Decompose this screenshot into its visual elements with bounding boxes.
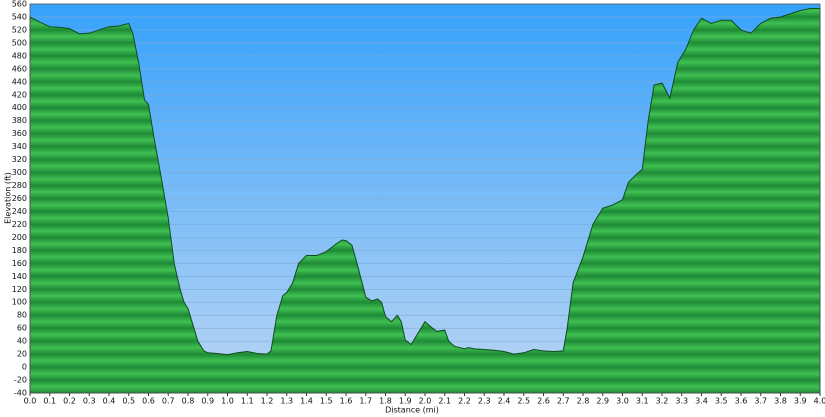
x-tick-label: 3.4 <box>695 397 708 406</box>
x-tick-label: 3.5 <box>715 397 728 406</box>
x-tick-label: 1.2 <box>261 397 274 406</box>
x-tick-label: 2.0 <box>419 397 432 406</box>
y-tick-label: 140 <box>12 272 27 281</box>
x-tick-label: 3.1 <box>636 397 649 406</box>
x-tick-label: 0.0 <box>24 397 37 406</box>
y-tick-label: 240 <box>12 207 27 216</box>
x-tick-label: 2.9 <box>596 397 609 406</box>
x-tick-label: 2.2 <box>458 397 471 406</box>
plot-frame <box>29 3 821 394</box>
x-tick-label: 2.1 <box>438 397 451 406</box>
x-tick-label: 0.2 <box>63 397 76 406</box>
y-tick-label: 360 <box>12 129 27 138</box>
x-tick-label: 0.1 <box>43 397 56 406</box>
x-tick-label: 1.3 <box>280 397 293 406</box>
y-tick-label: 160 <box>12 259 27 268</box>
y-tick-label: 20 <box>17 350 27 359</box>
y-tick-label: 300 <box>12 168 27 177</box>
y-tick-label: 540 <box>12 12 27 21</box>
x-tick-label: 1.1 <box>241 397 254 406</box>
x-tick-label: 1.4 <box>300 397 313 406</box>
x-tick-label: 1.7 <box>359 397 372 406</box>
y-axis-label: Elevation (ft) <box>4 172 13 224</box>
x-tick-label: 3.2 <box>656 397 669 406</box>
y-tick-label: 420 <box>12 90 27 99</box>
y-tick-label: 440 <box>12 77 27 86</box>
x-tick-label: 2.4 <box>498 397 511 406</box>
x-tick-label: 0.9 <box>201 397 214 406</box>
y-tick-label: -40 <box>14 389 27 398</box>
x-tick-label: 1.0 <box>221 397 234 406</box>
y-tick-label: -20 <box>14 376 27 385</box>
y-tick-label: 520 <box>12 25 27 34</box>
y-tick-label: 0 <box>22 363 27 372</box>
x-axis-label: Distance (mi) <box>385 406 439 415</box>
x-tick-label: 3.0 <box>616 397 629 406</box>
x-tick-label: 2.5 <box>517 397 530 406</box>
x-tick-label: 0.7 <box>162 397 175 406</box>
x-tick-label: 3.9 <box>794 397 807 406</box>
elevation-area <box>29 8 821 394</box>
y-tick-label: 60 <box>17 324 27 333</box>
y-tick-label: 40 <box>17 337 27 346</box>
y-tick-label: 120 <box>12 285 27 294</box>
x-tick-label: 0.4 <box>103 397 116 406</box>
x-tick-label: 2.8 <box>577 397 590 406</box>
y-tick-label: 100 <box>12 298 27 307</box>
y-tick-label: 200 <box>12 233 27 242</box>
y-tick-label: 220 <box>12 220 27 229</box>
y-tick-label: 500 <box>12 38 27 47</box>
x-tick-label: 1.6 <box>340 397 353 406</box>
x-tick-label: 3.7 <box>754 397 767 406</box>
x-tick-label: 0.3 <box>83 397 96 406</box>
y-tick-label: 320 <box>12 155 27 164</box>
x-tick-label: 4.0 <box>814 397 825 406</box>
x-tick-label: 2.6 <box>537 397 550 406</box>
x-tick-label: 1.9 <box>399 397 412 406</box>
x-tick-label: 1.5 <box>320 397 333 406</box>
y-tick-label: 560 <box>12 0 27 9</box>
y-tick-label: 460 <box>12 64 27 73</box>
x-tick-label: 3.3 <box>675 397 688 406</box>
x-tick-label: 3.8 <box>774 397 787 406</box>
y-tick-label: 380 <box>12 116 27 125</box>
x-tick-label: 1.8 <box>379 397 392 406</box>
y-tick-label: 180 <box>12 246 27 255</box>
y-tick-label: 280 <box>12 181 27 190</box>
x-tick-label: 0.6 <box>142 397 155 406</box>
x-tick-label: 0.8 <box>182 397 195 406</box>
x-tick-label: 0.5 <box>122 397 135 406</box>
x-tick-label: 2.3 <box>478 397 491 406</box>
y-tick-label: 340 <box>12 142 27 151</box>
y-tick-label: 260 <box>12 194 27 203</box>
y-tick-label: 400 <box>12 103 27 112</box>
y-tick-label: 480 <box>12 51 27 60</box>
x-tick-label: 2.7 <box>557 397 570 406</box>
y-tick-label: 80 <box>17 311 27 320</box>
x-tick-label: 3.6 <box>735 397 748 406</box>
